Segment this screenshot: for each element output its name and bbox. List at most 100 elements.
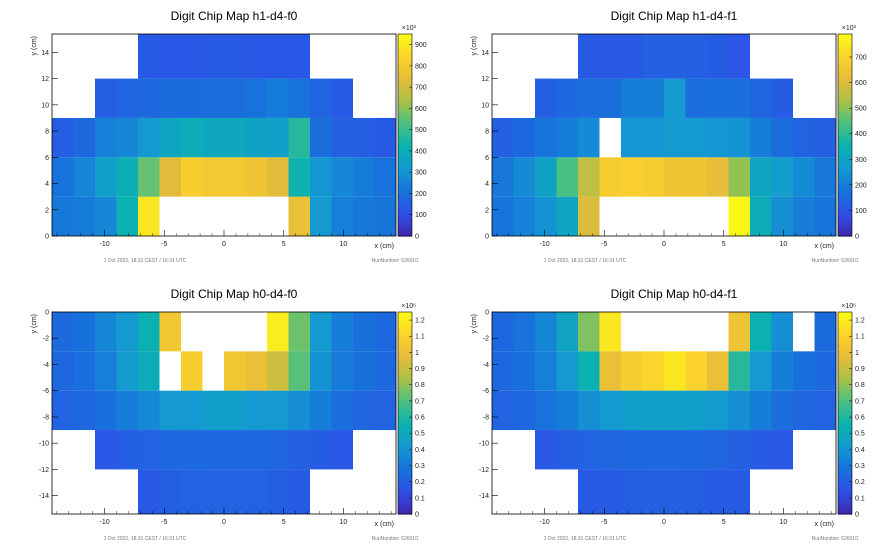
- colorbar-step: [398, 423, 412, 428]
- colorbar-step: [838, 188, 852, 193]
- colorbar-step: [838, 352, 852, 357]
- x-tick-label: 10: [340, 241, 348, 248]
- colorbar-step: [838, 172, 852, 176]
- colorbar-step: [398, 44, 412, 49]
- colorbar-step: [838, 195, 852, 200]
- colorbar-step: [398, 406, 412, 411]
- heatmap-bin: [578, 390, 600, 431]
- colorbar-frame: [837, 33, 853, 237]
- colorbar-step: [838, 322, 852, 327]
- colorbar-step: [398, 111, 412, 116]
- colorbar-step: [838, 57, 852, 62]
- heatmap-bin: [310, 312, 332, 352]
- chart-panel-h0-d4-f0: Digit Chip Map h0-d4-f0 -10 -5 0 5 10 0 -2 -4 -6-…: [0, 278, 430, 548]
- heatmap-bin: [374, 351, 396, 391]
- heatmap-bin: [288, 469, 310, 514]
- heatmap-bin: [116, 196, 138, 236]
- heatmap-bin: [578, 34, 600, 79]
- colorbar-tick-label: 0.6: [415, 415, 425, 422]
- colorbar-step: [398, 332, 412, 337]
- heatmap-bin: [535, 430, 557, 470]
- heatmap-bin: [374, 390, 396, 431]
- heatmap-h1-d4-f0: Digit Chip Map h1-d4-f0-10 -5 0 5 1002468101…: [31, 9, 427, 264]
- colorbar-step: [838, 342, 852, 347]
- colorbar-step: [398, 215, 412, 220]
- y-tick-label: -4: [483, 362, 489, 369]
- colorbar-step: [398, 205, 412, 210]
- heatmap-bin: [707, 469, 729, 514]
- colorbar-tick-label: 0.4: [855, 447, 865, 454]
- colorbar-step: [398, 135, 412, 139]
- heatmap-bin: [181, 390, 203, 431]
- colorbar-tick-label: 0.9: [415, 366, 425, 373]
- colorbar-step: [398, 155, 412, 160]
- heatmap-bin: [621, 117, 643, 158]
- heatmap-bin: [621, 390, 643, 431]
- colorbar-step: [838, 312, 852, 316]
- colorbar-tick-label: 0: [855, 234, 859, 241]
- colorbar-step: [398, 77, 412, 82]
- colorbar-step: [838, 503, 852, 508]
- heatmap-bin: [138, 117, 160, 158]
- colorbar-tick-label: 0.7: [855, 398, 865, 405]
- colorbar-step: [838, 497, 852, 502]
- colorbar-step: [838, 487, 852, 492]
- colorbar-step: [398, 195, 412, 200]
- heatmap-bin: [492, 312, 514, 352]
- colorbar-step: [838, 510, 852, 515]
- heatmap-bin: [814, 157, 836, 197]
- x-tick-label: -10: [99, 519, 109, 526]
- colorbar-step: [398, 229, 412, 234]
- run-number-label: RunNumber: 526010: [372, 536, 419, 542]
- colorbar-step: [838, 84, 852, 89]
- chart-title: Digit Chip Map h0-d4-f0: [171, 287, 298, 301]
- chart-title: Digit Chip Map h1-d4-f0: [171, 9, 298, 23]
- heatmap-bin: [159, 117, 181, 158]
- colorbar-step: [838, 402, 852, 407]
- colorbar-step: [838, 490, 852, 495]
- x-axis-label: x (cm): [815, 243, 834, 250]
- heatmap-bin: [95, 312, 117, 352]
- colorbar-step: [838, 97, 852, 102]
- colorbar-step: [838, 379, 852, 384]
- y-tick-label: 0: [45, 234, 49, 241]
- colorbar-step: [398, 379, 412, 384]
- colorbar-step: [838, 168, 852, 173]
- x-tick-label: 5: [722, 241, 726, 248]
- heatmap-bin: [728, 430, 750, 470]
- heatmap-bin: [728, 351, 750, 391]
- y-tick-label: 0: [45, 310, 49, 317]
- heatmap-bin: [267, 78, 289, 118]
- colorbar-step: [838, 399, 852, 404]
- x-tick-label: 0: [662, 241, 666, 248]
- colorbar-step: [838, 145, 852, 150]
- colorbar-step: [398, 409, 412, 414]
- colorbar-step: [838, 433, 852, 438]
- heatmap-bin: [728, 196, 750, 236]
- colorbar-tick-label: 1.1: [415, 334, 425, 341]
- colorbar-tick-label: 0: [415, 512, 419, 519]
- chart-panel-h1-d4-f1: Digit Chip Map h1-d4-f1 -10 -5 0 5 10 0 2 4 6 8 10 1…: [440, 0, 870, 270]
- heatmap-bin: [138, 351, 160, 391]
- timestamp-label: 1 Oct 2022, 18:31 CEST / 16:31 UTC: [104, 258, 187, 264]
- colorbar-tick-label: 1.1: [855, 334, 865, 341]
- y-tick-label: -2: [43, 336, 49, 343]
- heatmap-bin: [664, 390, 686, 431]
- colorbar-step: [838, 91, 852, 96]
- colorbar-step: [838, 104, 852, 109]
- colorbar-step: [398, 202, 412, 207]
- colorbar-step: [398, 429, 412, 434]
- heatmap-bin: [267, 34, 289, 79]
- colorbar-step: [398, 121, 412, 126]
- heatmap-bin: [642, 390, 664, 431]
- colorbar-tick-label: 600: [415, 106, 427, 113]
- colorbar-step: [398, 94, 412, 99]
- heatmap-bin: [288, 430, 310, 470]
- heatmap-bin: [492, 351, 514, 391]
- heatmap-bin: [664, 157, 686, 197]
- colorbar-step: [398, 345, 412, 350]
- colorbar-step: [838, 473, 852, 478]
- heatmap-bin: [159, 390, 181, 431]
- heatmap-bin: [95, 430, 117, 470]
- colorbar-tick-label: 1: [415, 350, 419, 357]
